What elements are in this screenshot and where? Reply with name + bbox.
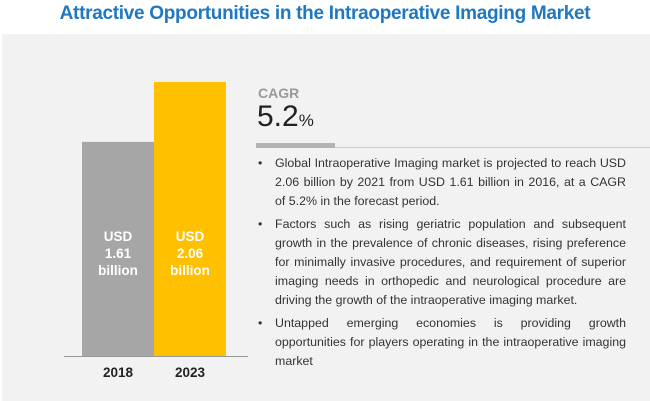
bar-data-label: USD — [104, 229, 133, 244]
x-tick-label: 2018 — [103, 365, 134, 380]
divider-line — [256, 147, 650, 148]
cagr-label: CAGR — [258, 85, 300, 101]
x-tick-label: 2023 — [175, 365, 206, 380]
cagr-unit: % — [298, 111, 314, 130]
divider-accent — [256, 143, 335, 148]
page-title: Attractive Opportunities in the Intraope… — [59, 3, 591, 24]
bar-data-label: USD — [176, 229, 205, 244]
bar-2018 — [82, 141, 154, 356]
bar-data-label: billion — [170, 263, 210, 278]
bar-data-label: billion — [98, 263, 138, 278]
bullet-item: Untapped emerging economies is providing… — [258, 314, 626, 371]
cagr-number: 5.2 — [257, 100, 299, 133]
bullet-item: Global Intraoperative Imaging market is … — [258, 154, 626, 211]
bar-data-label: 1.61 — [105, 246, 132, 261]
bullet-item: Factors such as rising geriatric populat… — [258, 215, 626, 310]
bar-data-label: 2.06 — [177, 246, 204, 261]
bar-2023 — [154, 82, 226, 356]
cagr-value: 5.2% — [257, 100, 314, 134]
bar-chart: USD 1.61 billion 2018 USD 2.06 billion 2023 — [64, 82, 248, 380]
bullet-list: Global Intraoperative Imaging market is … — [258, 154, 626, 375]
